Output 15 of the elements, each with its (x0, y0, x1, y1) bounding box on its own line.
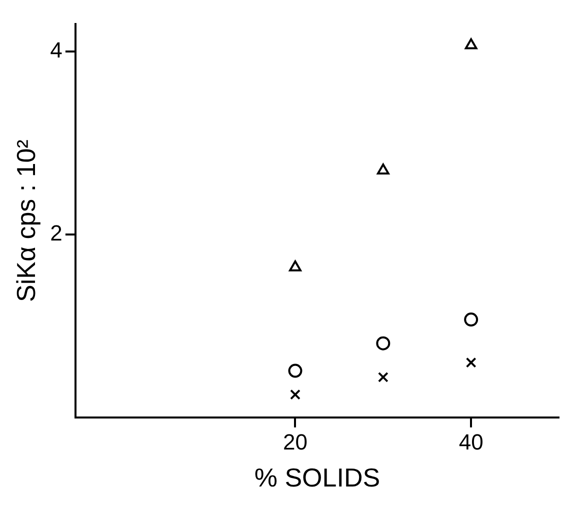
point (378, 372, 388, 382)
point (290, 389, 300, 400)
point (464, 312, 478, 327)
point (288, 364, 302, 378)
point (376, 336, 390, 350)
point (376, 164, 390, 175)
y-axis-title: SiKα cps : 10² (10, 139, 41, 302)
x-tick-label: 20 (282, 430, 308, 455)
x-axis-title: % SOLIDS (254, 462, 380, 493)
y-tick-label: 2 (50, 220, 62, 246)
point (464, 38, 478, 50)
point (466, 357, 476, 368)
point (289, 260, 302, 272)
x-tick-label: 40 (458, 430, 484, 455)
y-tick-label: 4 (50, 38, 62, 63)
